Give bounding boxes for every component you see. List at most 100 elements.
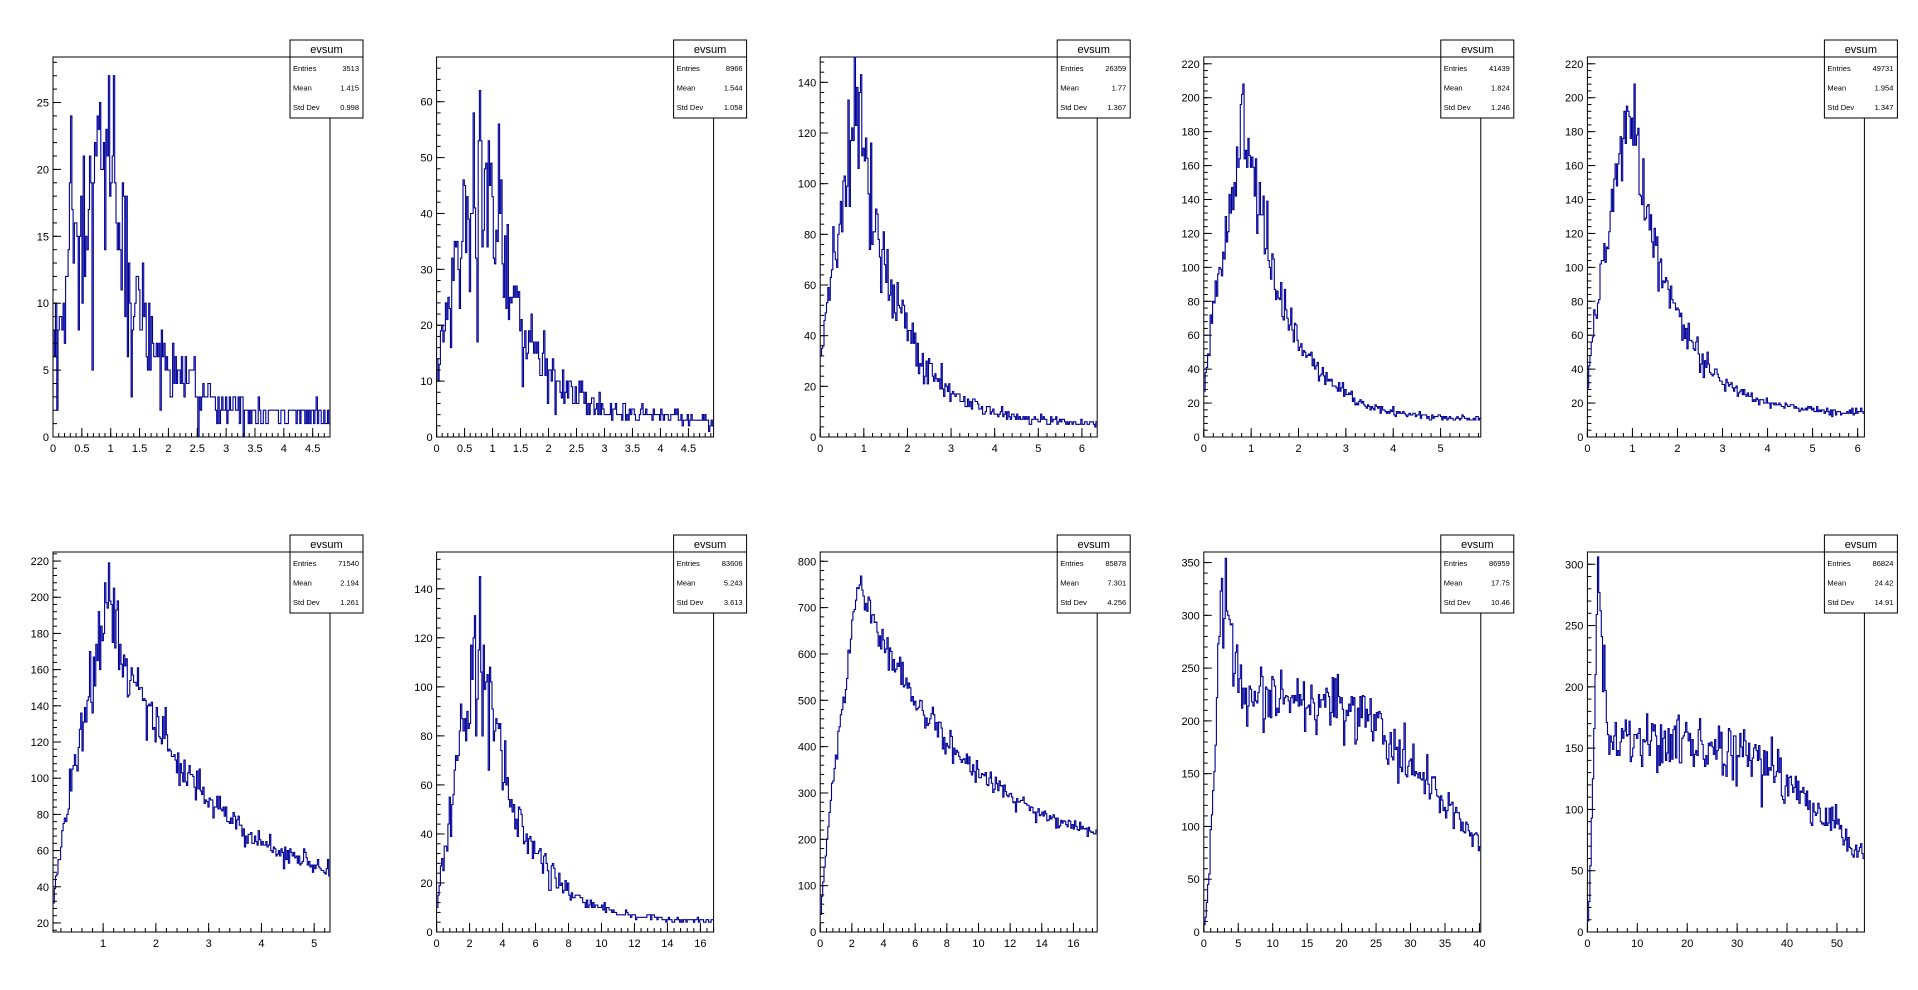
x-tick-label: 3: [948, 443, 954, 455]
y-tick-label: 10: [37, 298, 49, 310]
y-tick-label: 140: [31, 701, 49, 713]
stats-label: Mean: [677, 84, 696, 93]
stats-label: Std Dev: [1060, 598, 1087, 607]
stats-box-frame: [1056, 534, 1131, 614]
y-tick-label: 220: [1565, 59, 1583, 71]
x-tick-label: 10: [1267, 938, 1279, 950]
stats-value: 1.544: [724, 84, 743, 93]
stats-value: 24.42: [1875, 579, 1894, 588]
x-tick-label: 3: [223, 443, 229, 455]
stats-box-frame: [1440, 39, 1515, 119]
x-tick-label: 10: [972, 938, 984, 950]
x-tick-label: 1.5: [513, 443, 528, 455]
stats-value: 3.613: [724, 598, 743, 607]
y-tick-label: 180: [1565, 127, 1583, 139]
stats-value: 7.301: [1107, 579, 1126, 588]
y-tick-label: 600: [798, 649, 816, 661]
y-tick-label: 50: [1571, 866, 1583, 878]
x-tick-label: 0: [50, 443, 56, 455]
y-tick-label: 150: [1181, 769, 1199, 781]
x-tick-label: 4: [499, 938, 505, 950]
stats-label: Mean: [677, 579, 696, 588]
x-tick-label: 3: [206, 938, 212, 950]
stats-label: Mean: [1444, 579, 1463, 588]
x-tick-label: 0.5: [74, 443, 89, 455]
stats-title: evsum: [1077, 539, 1109, 551]
stats-value: 5.243: [724, 579, 743, 588]
x-tick-label: 10: [595, 938, 607, 950]
x-tick-label: 20: [1681, 938, 1693, 950]
y-tick-label: 100: [414, 682, 432, 694]
x-tick-label: 0: [1201, 938, 1207, 950]
y-tick-label: 100: [1565, 262, 1583, 274]
y-tick-label: 160: [1565, 161, 1583, 173]
stats-label: Mean: [1827, 579, 1846, 588]
stats-label: Std Dev: [1827, 103, 1854, 112]
y-tick-label: 40: [420, 829, 432, 841]
stats-label: Std Dev: [293, 598, 320, 607]
stats-title: evsum: [694, 539, 726, 551]
y-tick-label: 100: [1181, 821, 1199, 833]
y-tick-label: 20: [1571, 398, 1583, 410]
stats-box: evsum Entries 26359 Mean 1.77 Std Dev 1.367: [1056, 39, 1131, 119]
stats-box: evsum Entries 41439 Mean 1.824 Std Dev 1.246: [1440, 39, 1515, 119]
y-tick-label: 350: [1181, 558, 1199, 570]
y-tick-label: 50: [1188, 874, 1200, 886]
y-tick-label: 120: [31, 737, 49, 749]
y-tick-label: 200: [798, 834, 816, 846]
histogram-line: [820, 56, 1098, 428]
x-tick-label: 16: [694, 938, 706, 950]
y-tick-label: 60: [804, 280, 816, 292]
stats-box-frame: [1823, 39, 1898, 119]
histogram-line: [1203, 557, 1481, 926]
y-tick-label: 80: [1188, 296, 1200, 308]
x-tick-label: 40: [1473, 938, 1485, 950]
x-tick-label: 0: [817, 443, 823, 455]
histogram-pad-6: 1 2 3 4 5 20 40 60 80 100 120 140 160 180 200 220 evsum E…: [31, 534, 364, 950]
x-tick-label: 2.5: [190, 443, 205, 455]
x-tick-label: 0: [1584, 443, 1590, 455]
stats-label: Entries: [1060, 559, 1084, 568]
stats-box: evsum Entries 86824 Mean 24.42 Std Dev 14.91: [1823, 534, 1898, 614]
stats-title: evsum: [1461, 539, 1493, 551]
histogram-line: [1587, 83, 1865, 418]
stats-value: 8966: [726, 64, 743, 73]
stats-value: 86959: [1489, 559, 1510, 568]
stats-label: Entries: [293, 64, 317, 73]
stats-box-frame: [673, 39, 748, 119]
plot-frame: [1203, 551, 1482, 933]
histogram-line: [53, 75, 330, 438]
stats-label: Entries: [677, 64, 701, 73]
stats-label: Std Dev: [1827, 598, 1854, 607]
histogram-line: [436, 575, 714, 923]
stats-label: Std Dev: [293, 103, 320, 112]
y-tick-label: 15: [37, 231, 49, 243]
y-tick-label: 50: [420, 153, 432, 165]
x-tick-label: 0: [1584, 938, 1590, 950]
x-tick-label: 4.5: [681, 443, 696, 455]
stats-value: 1.058: [724, 103, 743, 112]
stats-box-frame: [673, 534, 748, 614]
y-tick-label: 40: [1188, 364, 1200, 376]
x-tick-label: 6: [1855, 443, 1861, 455]
plot-frame: [819, 551, 1098, 933]
x-tick-label: 15: [1301, 938, 1313, 950]
stats-value: 26359: [1105, 64, 1126, 73]
stats-label: Mean: [1444, 84, 1463, 93]
y-tick-label: 0: [1577, 432, 1583, 444]
stats-box: evsum Entries 83606 Mean 5.243 Std Dev 3.613: [673, 534, 748, 614]
y-tick-label: 0: [1194, 927, 1200, 939]
stats-value: 71540: [338, 559, 359, 568]
x-tick-label: 6: [1079, 443, 1085, 455]
x-tick-label: 4: [1390, 443, 1396, 455]
x-tick-label: 50: [1831, 938, 1843, 950]
x-tick-label: 1.5: [132, 443, 147, 455]
x-tick-label: 2: [545, 443, 551, 455]
stats-title: evsum: [310, 44, 342, 56]
x-tick-label: 6: [532, 938, 538, 950]
y-tick-label: 30: [420, 264, 432, 276]
x-tick-label: 2: [1674, 443, 1680, 455]
x-tick-label: 8: [565, 938, 571, 950]
x-tick-label: 1: [108, 443, 114, 455]
